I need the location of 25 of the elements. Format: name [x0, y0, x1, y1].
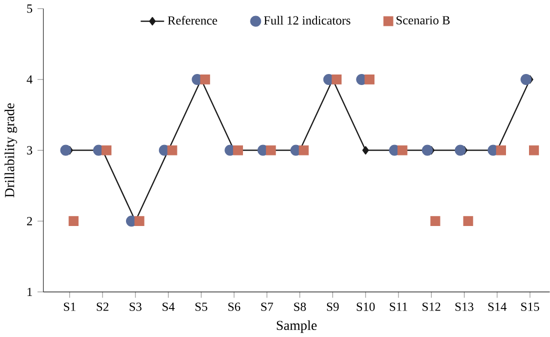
x-tick-label: S8 — [294, 302, 306, 311]
y-tick-label: 3 — [27, 146, 32, 154]
x-tick-label: S7 — [261, 302, 274, 311]
x-tick-label: S12 — [422, 302, 440, 311]
x-tick-label: S3 — [130, 302, 142, 311]
y-tick-label: 1 — [28, 288, 32, 296]
x-tick-label: S6 — [228, 302, 240, 311]
x-tick-label: S4 — [162, 302, 175, 311]
y-tick-label: 5 — [27, 4, 32, 13]
legend-label: Full 12 indicators — [264, 16, 350, 24]
x-tick-label: S13 — [455, 302, 474, 311]
x-tick-label: S10 — [356, 302, 375, 311]
x-tick-label: S15 — [521, 302, 540, 311]
legend-label: Reference — [168, 16, 218, 24]
x-tick-label: S14 — [488, 302, 507, 311]
x-tick-label: S5 — [195, 302, 208, 311]
y-tick-label: 2 — [27, 216, 32, 226]
legend-label: Scenario B — [396, 16, 450, 24]
x-tick-label: S11 — [390, 302, 408, 311]
x-tick-label: S1 — [64, 302, 76, 311]
y-tick-label: 4 — [26, 75, 32, 84]
x-tick-label: S2 — [96, 302, 108, 311]
x-axis-title: Sample — [276, 320, 317, 333]
y-axis-title: Drillability grade — [4, 103, 18, 198]
x-tick-label: S9 — [327, 302, 339, 311]
